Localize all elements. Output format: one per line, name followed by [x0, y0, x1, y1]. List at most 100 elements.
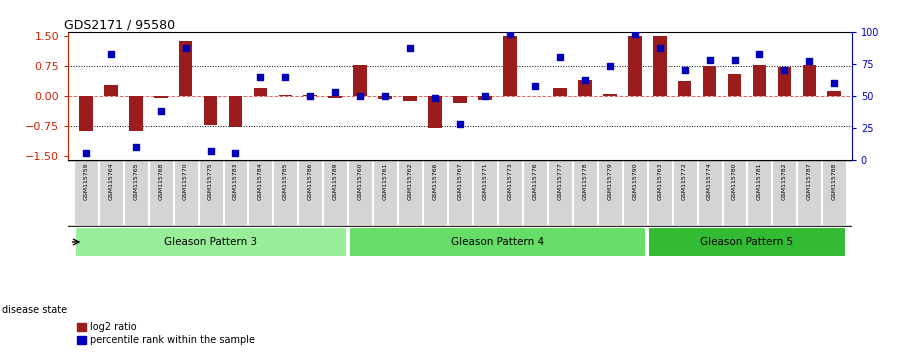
- Text: Gleason Pattern 5: Gleason Pattern 5: [701, 237, 793, 247]
- Bar: [503, 36, 517, 96]
- FancyBboxPatch shape: [498, 160, 522, 225]
- Bar: [204, 96, 218, 125]
- Bar: [578, 80, 591, 96]
- Point: [203, 148, 218, 154]
- FancyBboxPatch shape: [174, 160, 198, 225]
- Point: [428, 96, 443, 101]
- Point: [453, 121, 467, 127]
- FancyBboxPatch shape: [74, 160, 97, 225]
- Text: GSM115782: GSM115782: [782, 162, 787, 200]
- Point: [278, 74, 292, 79]
- Text: GSM115780: GSM115780: [732, 162, 737, 200]
- Point: [179, 46, 193, 51]
- FancyBboxPatch shape: [473, 160, 497, 225]
- Text: GSM115768: GSM115768: [159, 162, 163, 200]
- FancyBboxPatch shape: [124, 160, 148, 225]
- Point: [652, 46, 667, 51]
- Point: [727, 57, 742, 63]
- Bar: [628, 36, 641, 96]
- FancyBboxPatch shape: [623, 160, 647, 225]
- Bar: [827, 91, 841, 96]
- Text: GSM115789: GSM115789: [333, 162, 338, 200]
- Text: GSM115767: GSM115767: [457, 162, 463, 200]
- Point: [303, 93, 318, 99]
- FancyBboxPatch shape: [423, 160, 447, 225]
- FancyBboxPatch shape: [374, 160, 397, 225]
- FancyBboxPatch shape: [797, 160, 822, 225]
- Point: [777, 67, 792, 73]
- Point: [553, 55, 568, 60]
- Point: [229, 150, 243, 156]
- FancyBboxPatch shape: [273, 160, 297, 225]
- FancyBboxPatch shape: [823, 160, 846, 225]
- Point: [602, 64, 617, 69]
- Bar: [428, 96, 442, 128]
- FancyBboxPatch shape: [299, 160, 322, 225]
- Text: GSM115775: GSM115775: [208, 162, 213, 200]
- FancyBboxPatch shape: [523, 160, 547, 225]
- Text: GSM115786: GSM115786: [308, 162, 312, 200]
- Bar: [329, 96, 343, 98]
- Text: GSM115761: GSM115761: [383, 162, 388, 200]
- Point: [78, 150, 93, 156]
- FancyBboxPatch shape: [773, 160, 796, 225]
- Text: GSM115783: GSM115783: [233, 162, 238, 200]
- Bar: [478, 96, 492, 100]
- FancyBboxPatch shape: [598, 160, 621, 225]
- FancyBboxPatch shape: [648, 160, 671, 225]
- Bar: [553, 88, 567, 96]
- Bar: [229, 96, 242, 127]
- FancyBboxPatch shape: [223, 160, 248, 225]
- Bar: [279, 95, 292, 96]
- Bar: [678, 81, 691, 96]
- Text: GSM115777: GSM115777: [558, 162, 562, 200]
- Bar: [128, 96, 142, 131]
- Point: [527, 83, 542, 88]
- FancyBboxPatch shape: [98, 160, 123, 225]
- FancyBboxPatch shape: [398, 160, 422, 225]
- Bar: [353, 65, 367, 96]
- Bar: [154, 96, 168, 98]
- Bar: [752, 65, 766, 96]
- FancyBboxPatch shape: [548, 160, 572, 225]
- FancyBboxPatch shape: [748, 160, 772, 225]
- Bar: [728, 74, 742, 96]
- Text: Gleason Pattern 3: Gleason Pattern 3: [164, 237, 257, 247]
- Bar: [303, 95, 317, 96]
- Point: [578, 78, 592, 83]
- Point: [353, 93, 367, 99]
- FancyBboxPatch shape: [348, 160, 373, 225]
- Text: GSM115781: GSM115781: [757, 162, 762, 200]
- FancyBboxPatch shape: [249, 160, 272, 225]
- Text: disease state: disease state: [2, 305, 67, 315]
- Text: GSM115790: GSM115790: [632, 162, 637, 200]
- FancyBboxPatch shape: [698, 160, 722, 225]
- Bar: [179, 41, 192, 96]
- FancyBboxPatch shape: [722, 160, 746, 225]
- FancyBboxPatch shape: [148, 160, 172, 225]
- Point: [328, 89, 343, 95]
- FancyBboxPatch shape: [573, 160, 597, 225]
- Bar: [404, 96, 417, 101]
- Legend: log2 ratio, percentile rank within the sample: log2 ratio, percentile rank within the s…: [73, 319, 259, 349]
- Text: GSM115779: GSM115779: [608, 162, 612, 200]
- Point: [628, 32, 642, 37]
- Point: [752, 51, 767, 56]
- Point: [153, 108, 168, 114]
- FancyBboxPatch shape: [323, 160, 347, 225]
- Bar: [702, 66, 716, 96]
- Bar: [653, 36, 667, 96]
- Text: GSM115763: GSM115763: [657, 162, 662, 200]
- Point: [403, 46, 417, 51]
- Bar: [778, 67, 792, 96]
- FancyBboxPatch shape: [649, 227, 845, 257]
- Text: GSM115772: GSM115772: [682, 162, 687, 200]
- Point: [104, 51, 118, 56]
- Text: GSM115766: GSM115766: [433, 162, 437, 200]
- Text: Gleason Pattern 4: Gleason Pattern 4: [451, 237, 544, 247]
- Text: GSM115771: GSM115771: [483, 162, 487, 200]
- FancyBboxPatch shape: [672, 160, 697, 225]
- Text: GSM115770: GSM115770: [183, 162, 188, 200]
- Text: GSM115774: GSM115774: [707, 162, 712, 200]
- Bar: [378, 96, 392, 99]
